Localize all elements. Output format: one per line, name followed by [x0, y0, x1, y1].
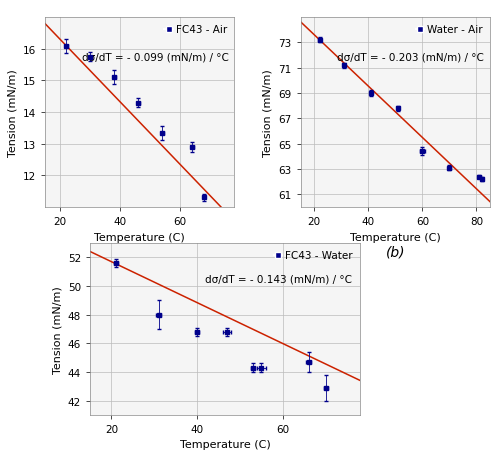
X-axis label: Temperature (C): Temperature (C)	[180, 439, 270, 450]
Text: (a): (a)	[130, 245, 150, 259]
Legend: FC43 - Air: FC43 - Air	[160, 21, 231, 39]
Text: dσ/dT = - 0.099 (mN/m) / °C: dσ/dT = - 0.099 (mN/m) / °C	[82, 52, 229, 62]
X-axis label: Temperature (C): Temperature (C)	[350, 232, 440, 242]
Text: dσ/dT = - 0.143 (mN/m) / °C: dσ/dT = - 0.143 (mN/m) / °C	[205, 274, 352, 285]
Text: dσ/dT = - 0.203 (mN/m) / °C: dσ/dT = - 0.203 (mN/m) / °C	[338, 52, 484, 62]
X-axis label: Temperature (C): Temperature (C)	[94, 232, 185, 242]
Legend: Water - Air: Water - Air	[412, 21, 487, 39]
Y-axis label: Tension (mN/m): Tension (mN/m)	[52, 285, 62, 373]
Text: (b): (b)	[386, 245, 405, 259]
Y-axis label: Tension (mN/m): Tension (mN/m)	[263, 69, 273, 156]
Y-axis label: Tension (mN/m): Tension (mN/m)	[7, 69, 17, 156]
Text: (c): (c)	[216, 449, 234, 451]
Legend: FC43 - Water: FC43 - Water	[270, 247, 357, 265]
